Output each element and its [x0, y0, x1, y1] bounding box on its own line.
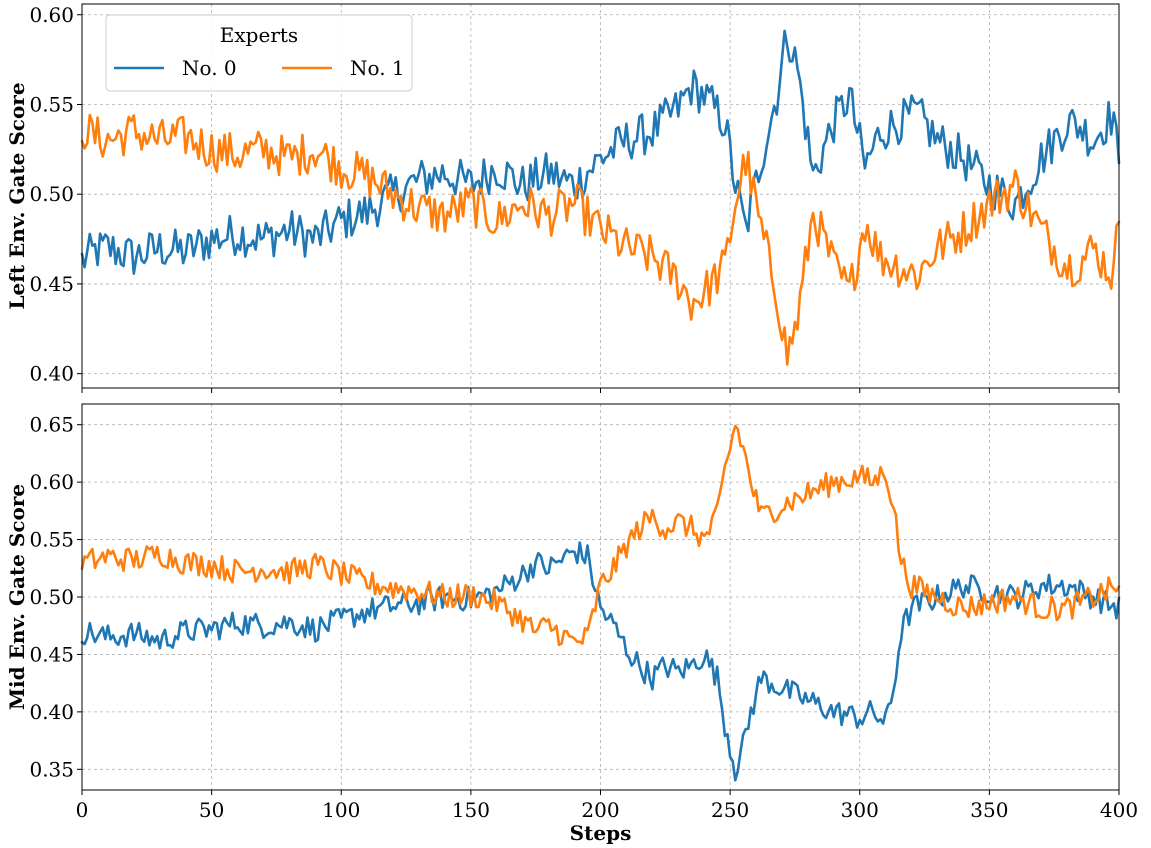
- x-tick-label: 100: [322, 798, 360, 822]
- bottom-panel-ticks: 0.35 0.40 0.45 0.50 0.55 0.60 0.65 0 50 100 150 200…: [29, 413, 1138, 822]
- x-tick-label: 0: [76, 798, 89, 822]
- y-tick-label: 0.45: [29, 642, 74, 666]
- x-tick-label: 350: [970, 798, 1008, 822]
- x-tick-label: 250: [711, 798, 749, 822]
- x-tick-label: 400: [1100, 798, 1138, 822]
- top-panel-lines: [80, 29, 1121, 366]
- bottom-panel-lines: [80, 424, 1121, 782]
- legend-title: Experts: [220, 23, 298, 47]
- series-line-no-1: [80, 113, 1121, 366]
- legend-box: [105, 14, 413, 92]
- legend-label-no-1: No. 1: [350, 56, 405, 80]
- top-y-axis-label: Left Env. Gate Score: [5, 82, 29, 309]
- legend: Experts No. 0 No. 1: [105, 14, 413, 92]
- x-tick-label: 300: [841, 798, 879, 822]
- y-tick-label: 0.45: [29, 272, 74, 296]
- bottom-y-axis-label: Mid Env. Gate Score: [5, 484, 29, 710]
- y-tick-label: 0.60: [29, 470, 74, 494]
- series-line-no-1: [80, 424, 1121, 647]
- legend-label-no-0: No. 0: [182, 56, 237, 80]
- y-tick-label: 0.55: [29, 92, 74, 116]
- y-tick-label: 0.40: [29, 362, 74, 386]
- series-line-no-0: [80, 541, 1121, 782]
- y-tick-label: 0.40: [29, 700, 74, 724]
- x-tick-label: 50: [199, 798, 224, 822]
- y-tick-label: 0.60: [29, 3, 74, 27]
- y-tick-label: 0.50: [29, 182, 74, 206]
- y-tick-label: 0.55: [29, 528, 74, 552]
- x-axis-label: Steps: [570, 821, 632, 845]
- series-line-no-0: [80, 29, 1121, 275]
- x-tick-label: 200: [581, 798, 619, 822]
- bottom-panel: 0.35 0.40 0.45 0.50 0.55 0.60 0.65 0 50 100 150 200…: [5, 403, 1138, 845]
- top-panel: 0.40 0.45 0.50 0.55 0.60 Left Env. Gate Scor…: [5, 3, 1121, 393]
- y-tick-label: 0.35: [29, 757, 74, 781]
- y-tick-label: 0.65: [29, 413, 74, 437]
- top-panel-ticks: 0.40 0.45 0.50 0.55 0.60: [29, 3, 1120, 393]
- x-tick-label: 150: [452, 798, 490, 822]
- y-tick-label: 0.50: [29, 585, 74, 609]
